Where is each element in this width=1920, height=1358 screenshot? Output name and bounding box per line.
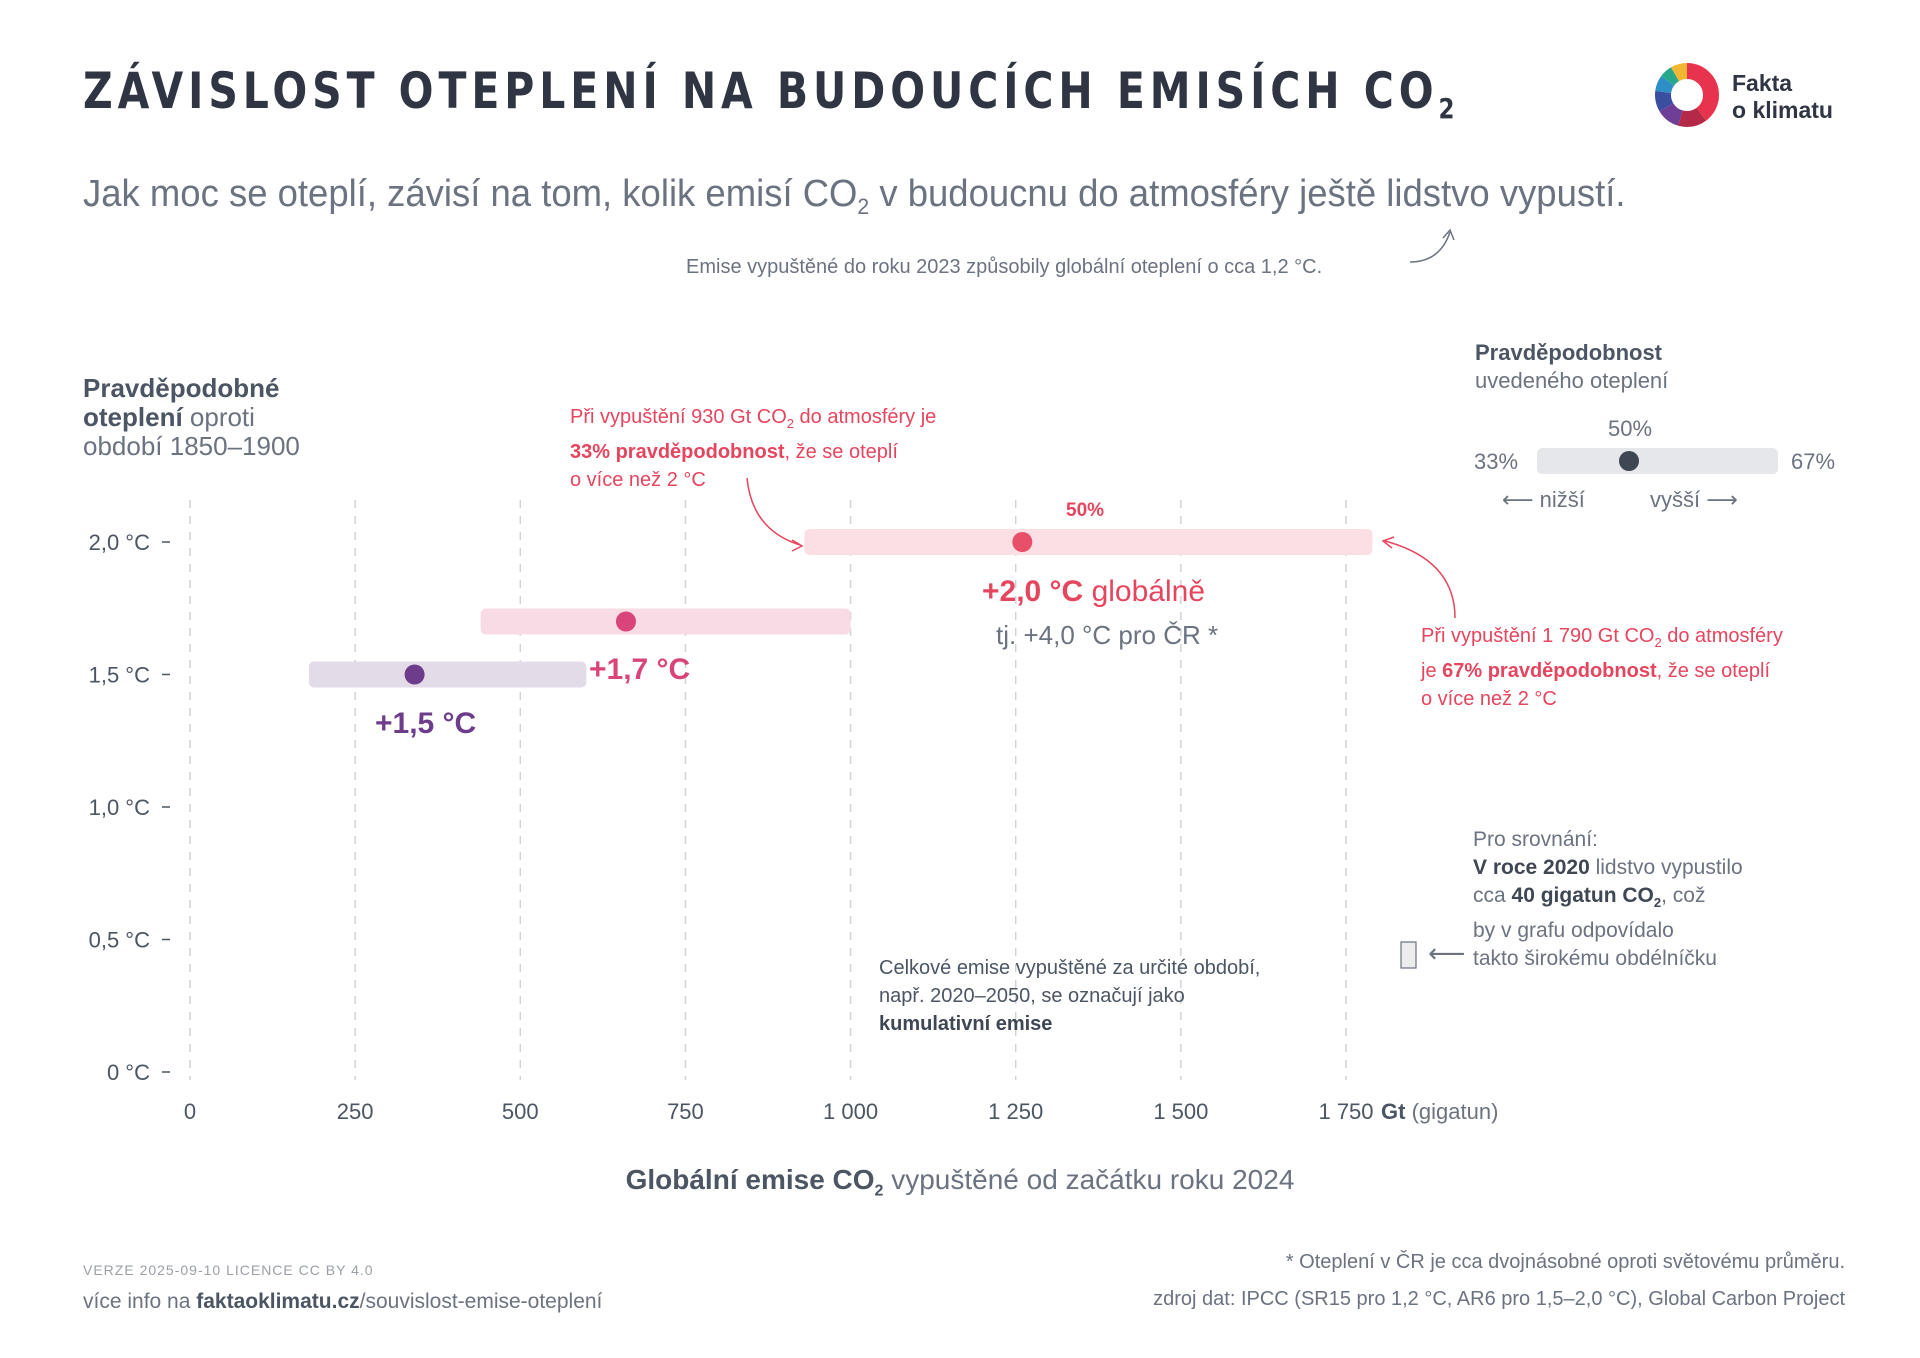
subtitle: Jak moc se oteplí, závisí na tom, kolik …	[83, 173, 1626, 219]
donut-logo-icon	[1655, 63, 1719, 127]
x-tick-label: 1 750	[1318, 1099, 1373, 1124]
x-tick-label: 0	[184, 1099, 196, 1124]
y-tick-label: 1,5 °C	[89, 663, 150, 688]
legend-mid: 50%	[1608, 416, 1653, 441]
version-license: VERZE 2025-09-10 LICENCE CC BY 4.0	[83, 1262, 374, 1278]
y-tick-label: 0,5 °C	[89, 928, 150, 953]
comparison-note: Pro srovnání: V roce 2020 lidstvo vypust…	[1473, 828, 1743, 971]
comparison-rectangle	[1400, 941, 1417, 969]
y-tick-label: 2,0 °C	[89, 530, 150, 555]
x-tick-label: 1 250	[988, 1099, 1043, 1124]
y-tick-label: 1,0 °C	[89, 795, 150, 820]
label-2-0: +2,0 °C globálně	[982, 575, 1206, 608]
label-1-5: +1,5 °C	[375, 707, 477, 740]
footnote: * Oteplení v ČR je cca dvojnásobné oprot…	[1285, 1251, 1845, 1273]
x-axis-title: Globální emise CO2 vypuštěné od začátku …	[625, 1164, 1295, 1200]
low-arrow-head	[791, 539, 804, 552]
x-tick-label: 500	[502, 1099, 539, 1124]
baseline-arrow-head	[1442, 228, 1455, 241]
legend-dot	[1619, 451, 1639, 471]
annotation-67-percent: Při vypuštění 1 790 Gt CO2 do atmosféry …	[1421, 625, 1783, 710]
probability-band	[480, 608, 851, 635]
low-arrow	[746, 477, 801, 546]
baseline-note: Emise vypuštěné do roku 2023 způsobily g…	[686, 256, 1323, 278]
x-tick-label: 1 500	[1153, 1099, 1208, 1124]
legend-higher: vyšší ⟶	[1650, 487, 1738, 512]
baseline-arrow	[1409, 231, 1451, 263]
logo-line2: o klimatu	[1732, 97, 1833, 123]
high-arrow	[1384, 540, 1456, 619]
legend-title: Pravděpodobnost uvedeného oteplení	[1475, 340, 1669, 393]
logo-line1: Fakta	[1732, 70, 1793, 96]
x-tick-label: 1 000	[823, 1099, 878, 1124]
cumulative-note: Celkové emise vypuštěné za určité období…	[879, 957, 1261, 1035]
annotation-33-percent: Při vypuštění 930 Gt CO2 do atmosféry je…	[570, 406, 937, 491]
probability-band	[804, 529, 1373, 555]
legend-lower: ⟵ nižší	[1502, 487, 1585, 512]
median-dot	[1012, 532, 1033, 552]
page-title: ZÁVISLOST OTEPLENÍ NA BUDOUCÍCH EMISÍCH …	[83, 62, 1455, 125]
y-tick-label: 0 °C	[107, 1060, 150, 1085]
logo[interactable]: Fakta o klimatu	[1732, 70, 1833, 124]
comparison-arrow: ⟵	[1428, 938, 1466, 968]
median-dot	[615, 611, 636, 632]
label-2-0-cr: tj. +4,0 °C pro ČR *	[996, 620, 1219, 650]
more-info[interactable]: více info na faktaoklimatu.cz/souvislost…	[83, 1290, 603, 1313]
x-tick-label: 750	[667, 1099, 704, 1124]
median-dot	[404, 664, 425, 685]
fifty-percent-label: 50%	[1066, 500, 1105, 521]
y-axis-heading: Pravděpodobné oteplení oproti období 185…	[83, 373, 300, 461]
legend-high: 67%	[1791, 449, 1836, 474]
label-1-7: +1,7 °C	[589, 653, 691, 686]
high-arrow-head	[1381, 536, 1395, 549]
x-unit-label: Gt (gigatun)	[1381, 1099, 1498, 1124]
probability-band	[308, 661, 587, 688]
data-source: zdroj dat: IPCC (SR15 pro 1,2 °C, AR6 pr…	[1153, 1288, 1845, 1310]
legend-band	[1537, 448, 1778, 474]
x-tick-label: 250	[337, 1099, 374, 1124]
legend-low: 33%	[1474, 449, 1519, 474]
